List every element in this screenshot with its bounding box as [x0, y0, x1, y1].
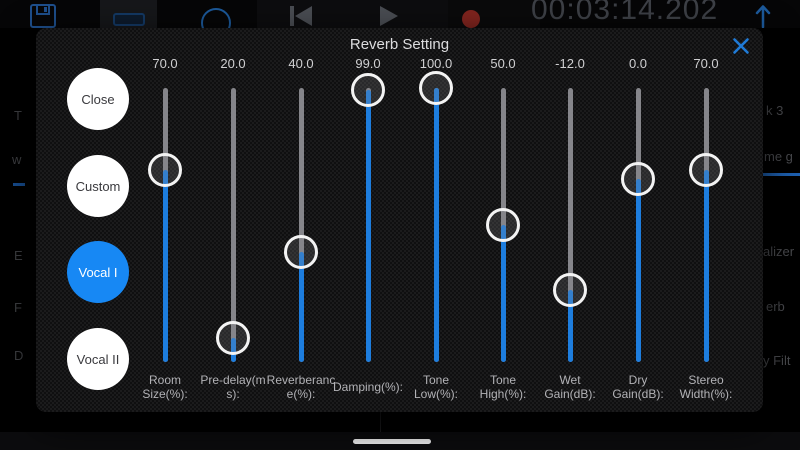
preset-label: Vocal II [76, 351, 120, 367]
bg-text-fragment: y Filt [763, 353, 791, 368]
slider-track[interactable] [635, 88, 641, 362]
record-panel [448, 0, 540, 28]
home-indicator[interactable] [353, 439, 431, 444]
slider-thumb[interactable] [621, 161, 655, 196]
slider-label: Room Size(%): [142, 373, 188, 401]
bg-accent-dash [13, 183, 25, 186]
slider-tone-high: 50.0 Tone High(%): [469, 56, 537, 408]
recorder-toolbar: 00:03:14.202 [0, 0, 800, 28]
slider-value: 20.0 [220, 56, 246, 71]
slider-label: Pre-delay(m s): [200, 373, 266, 401]
record-icon[interactable] [462, 10, 480, 28]
slider-track[interactable] [162, 88, 168, 362]
slider-thumb[interactable] [216, 320, 250, 355]
reverb-setting-dialog: Reverb Setting Close Custom Vocal I Voca… [36, 28, 763, 412]
slider-label: Tone Low(%): [413, 373, 458, 401]
bg-accent-line [763, 173, 800, 176]
bg-text-fragment: F [14, 300, 22, 315]
slider-room-size: 70.0 Room Size(%): [131, 56, 199, 408]
track-fill [162, 170, 168, 362]
slider-wet-gain: -12.0 Wet Gain(dB): [536, 56, 604, 408]
slider-value: 50.0 [490, 56, 516, 71]
slider-pre-delay: 20.0 Pre-delay(m s): [199, 56, 267, 408]
preset-vocal2-button[interactable]: Vocal II [67, 328, 129, 390]
slider-track[interactable] [433, 88, 439, 362]
bg-text-fragment: me g [764, 149, 793, 164]
track-fill [703, 170, 709, 362]
slider-value: -12.0 [555, 56, 585, 71]
preset-close-button[interactable]: Close [67, 68, 129, 130]
track-fill [500, 225, 506, 362]
save-icon[interactable] [30, 4, 56, 28]
slider-reverberance: 40.0 Reverberanc e(%): [266, 56, 336, 408]
slider-dry-gain: 0.0 Dry Gain(dB): [604, 56, 672, 408]
slider-value: 99.0 [355, 56, 381, 71]
slider-label: Damping(%): [332, 380, 404, 394]
track-remainder [567, 88, 573, 362]
bg-text-fragment: E [14, 248, 23, 263]
bg-text-fragment: alizer [763, 244, 795, 259]
slider-thumb[interactable] [284, 235, 318, 270]
slider-label: Reverberanc e(%): [266, 373, 336, 401]
preset-label: Close [81, 91, 115, 107]
slider-damping: 99.0 Damping(%): [332, 56, 404, 408]
slider-value: 100.0 [419, 56, 453, 71]
slider-thumb[interactable] [419, 71, 453, 105]
slider-tone-low: 100.0 Tone Low(%): [402, 56, 470, 408]
share-icon[interactable] [752, 3, 774, 28]
close-icon[interactable] [732, 37, 750, 55]
track-remainder [298, 88, 304, 362]
slider-value: 70.0 [693, 56, 719, 71]
slider-value: 40.0 [288, 56, 314, 71]
mic-level-icon[interactable] [201, 8, 231, 28]
slider-label: Dry Gain(dB): [612, 373, 664, 401]
bg-text-fragment: k 3 [766, 103, 784, 118]
slider-thumb[interactable] [351, 72, 385, 107]
mixer-tool-icon[interactable] [113, 13, 145, 26]
dialog-title: Reverb Setting [349, 36, 450, 53]
preset-custom-button[interactable]: Custom [67, 155, 129, 217]
slider-track[interactable] [567, 88, 573, 362]
bg-text-fragment: T [14, 108, 22, 123]
slider-label: Stereo Width(%): [679, 373, 733, 401]
track-remainder [230, 88, 236, 362]
track-fill [298, 252, 304, 362]
slider-thumb[interactable] [148, 153, 182, 188]
slider-track[interactable] [703, 88, 709, 362]
bg-text-fragment: D [14, 348, 24, 363]
track-fill [567, 289, 573, 362]
slider-label: Tone High(%): [479, 373, 527, 401]
slider-track[interactable] [298, 88, 304, 362]
slider-thumb[interactable] [486, 208, 520, 242]
track-fill [365, 89, 371, 362]
slider-thumb[interactable] [689, 153, 723, 188]
slider-value: 0.0 [628, 56, 648, 71]
slider-stereo-width: 70.0 Stereo Width(%): [672, 56, 740, 408]
bg-text-fragment: erb [766, 299, 785, 314]
preset-label: Vocal I [78, 264, 118, 280]
play-icon[interactable] [380, 6, 398, 26]
bg-text-fragment: w [12, 152, 22, 167]
preset-vocal1-button[interactable]: Vocal I [67, 241, 129, 303]
slider-value: 70.0 [152, 56, 178, 71]
slider-track[interactable] [365, 88, 371, 362]
bg-divider [380, 412, 381, 432]
slider-label: Wet Gain(dB): [544, 373, 596, 401]
track-fill [433, 88, 439, 362]
track-fill [635, 178, 641, 362]
preset-label: Custom [75, 178, 121, 194]
slider-thumb[interactable] [553, 272, 587, 307]
time-display: 00:03:14.202 [531, 0, 719, 26]
skip-back-icon[interactable] [288, 6, 314, 26]
